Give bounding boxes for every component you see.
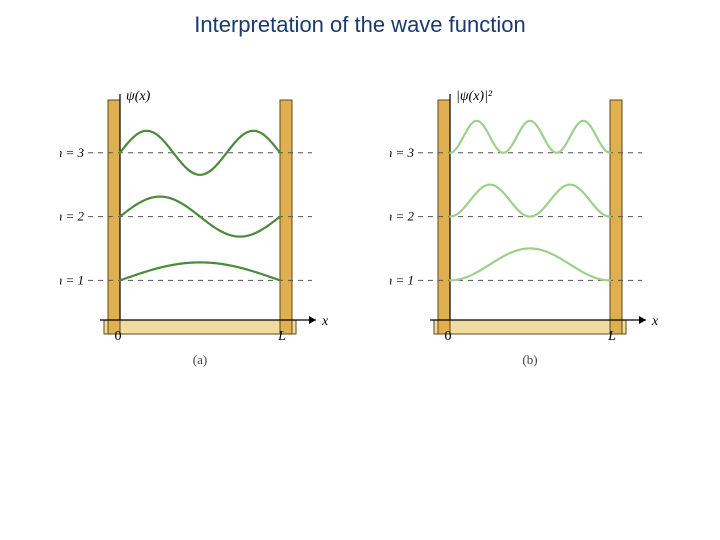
panels-container: ψ(x) x 0 L (a) n = 1 n = 2 n = 3 |ψ(x)|² x 0 L (b) n…	[60, 90, 680, 390]
wave-n2	[120, 197, 280, 237]
level-label-n1: n = 1	[60, 272, 84, 287]
level-label-n2: n = 2	[60, 209, 84, 224]
y-axis-label: ψ(x)	[126, 90, 151, 104]
level-label-n3: n = 3	[390, 145, 414, 160]
panel-caption: (a)	[193, 352, 207, 367]
xtick-L: L	[277, 329, 286, 344]
wave-n1	[120, 262, 280, 280]
panel-caption: (b)	[522, 352, 537, 367]
wave-n1	[450, 248, 610, 280]
xtick-0: 0	[445, 329, 452, 344]
xtick-L: L	[607, 329, 616, 344]
page-title: Interpretation of the wave function	[0, 12, 720, 38]
level-label-n1: n = 1	[390, 272, 414, 287]
panel-a: ψ(x) x 0 L (a) n = 1 n = 2 n = 3	[60, 90, 340, 390]
level-label-n2: n = 2	[390, 209, 414, 224]
x-axis-label: x	[651, 314, 659, 329]
xtick-0: 0	[115, 329, 122, 344]
x-axis-label: x	[321, 314, 329, 329]
level-label-n3: n = 3	[60, 145, 84, 160]
wave-n2	[450, 185, 610, 217]
wave-n3	[450, 121, 610, 153]
panel-b: |ψ(x)|² x 0 L (b) n = 1 n = 2 n = 3	[390, 90, 670, 390]
y-axis-label: |ψ(x)|²	[456, 90, 493, 104]
